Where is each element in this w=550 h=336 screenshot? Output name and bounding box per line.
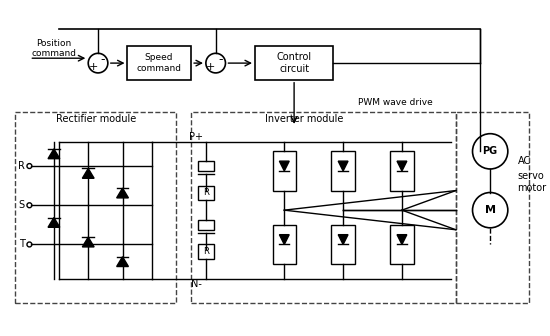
Text: R: R bbox=[203, 247, 209, 256]
Bar bbox=[331, 225, 355, 264]
Bar bbox=[390, 225, 414, 264]
Polygon shape bbox=[48, 149, 60, 159]
Bar bbox=[331, 151, 355, 191]
Polygon shape bbox=[48, 217, 60, 227]
Text: T: T bbox=[19, 240, 25, 249]
Polygon shape bbox=[82, 237, 94, 247]
Polygon shape bbox=[279, 161, 289, 171]
Bar bbox=[198, 161, 214, 171]
Bar bbox=[255, 46, 333, 80]
Bar bbox=[273, 151, 296, 191]
Bar bbox=[198, 245, 214, 259]
Text: -: - bbox=[218, 53, 223, 66]
Text: PWM wave drive: PWM wave drive bbox=[358, 98, 433, 107]
Bar bbox=[198, 220, 214, 230]
Bar bbox=[390, 151, 414, 191]
Circle shape bbox=[472, 134, 508, 169]
Text: R: R bbox=[18, 161, 25, 171]
Polygon shape bbox=[397, 161, 407, 171]
Circle shape bbox=[472, 193, 508, 228]
Text: +: + bbox=[89, 62, 98, 72]
Circle shape bbox=[27, 164, 32, 168]
Bar bbox=[273, 225, 296, 264]
Bar bbox=[191, 112, 456, 303]
Circle shape bbox=[88, 53, 108, 73]
Text: Inverter module: Inverter module bbox=[265, 114, 343, 124]
Polygon shape bbox=[338, 161, 348, 171]
Polygon shape bbox=[279, 235, 289, 245]
Text: Control
circuit: Control circuit bbox=[277, 52, 312, 74]
Bar bbox=[198, 186, 214, 200]
Text: +: + bbox=[206, 62, 216, 72]
Text: -: - bbox=[101, 53, 105, 66]
Text: motor: motor bbox=[518, 182, 547, 193]
Text: R: R bbox=[203, 188, 209, 197]
Bar bbox=[456, 112, 530, 303]
Polygon shape bbox=[338, 235, 348, 245]
Circle shape bbox=[206, 53, 225, 73]
Text: PG: PG bbox=[482, 146, 498, 156]
Bar bbox=[128, 46, 191, 80]
Text: Position
command: Position command bbox=[31, 39, 76, 58]
Text: Rectifier module: Rectifier module bbox=[56, 114, 136, 124]
Text: P+: P+ bbox=[189, 132, 203, 142]
Text: M: M bbox=[485, 205, 496, 215]
Text: Speed
command: Speed command bbox=[136, 53, 182, 73]
Polygon shape bbox=[82, 168, 94, 178]
Text: AC: AC bbox=[518, 156, 531, 166]
Text: S: S bbox=[19, 200, 25, 210]
Circle shape bbox=[27, 242, 32, 247]
Bar bbox=[15, 112, 177, 303]
Polygon shape bbox=[117, 188, 129, 198]
Circle shape bbox=[27, 203, 32, 208]
Text: N-: N- bbox=[191, 279, 201, 289]
Text: servo: servo bbox=[518, 171, 544, 181]
Polygon shape bbox=[117, 257, 129, 266]
Polygon shape bbox=[397, 235, 407, 245]
